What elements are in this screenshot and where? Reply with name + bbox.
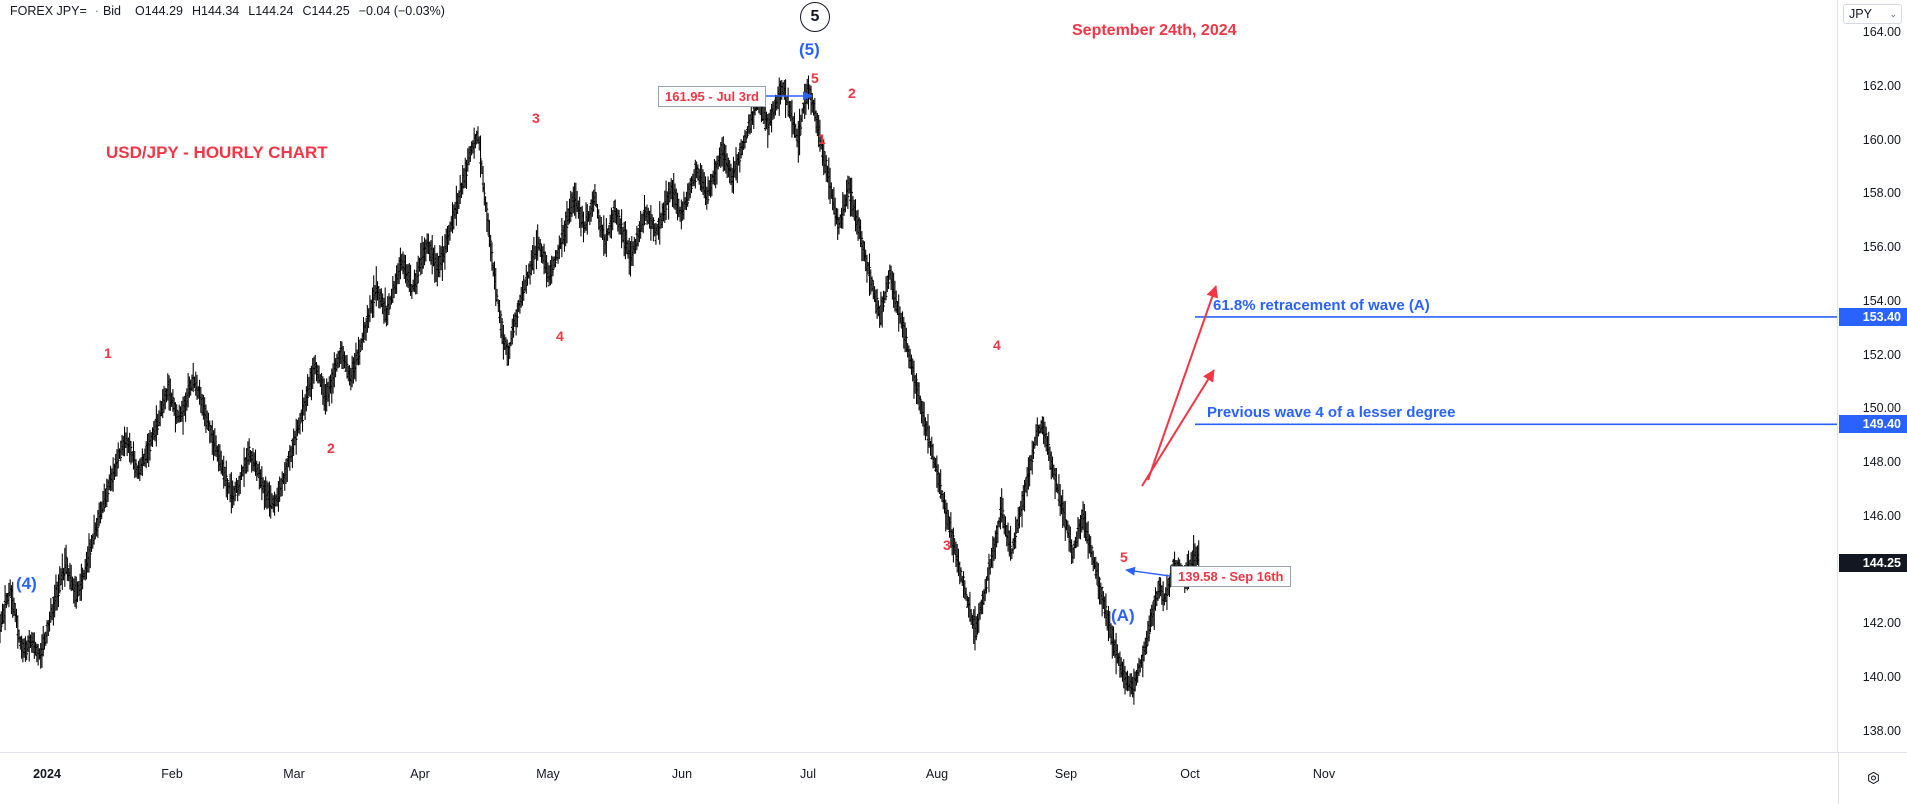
high-value: H144.34 [192, 4, 239, 18]
price-axis-tick: 146.00 [1862, 508, 1901, 523]
close-value: C144.25 [302, 4, 349, 18]
target-label-retracement-618: 61.8% retracement of wave (A) [1213, 296, 1430, 314]
price-axis-tick: 164.00 [1862, 25, 1901, 40]
time-axis-tick: Aug [925, 767, 949, 781]
time-axis-tick: Oct [1180, 767, 1200, 781]
circled-wave-label-5: 5 [800, 2, 830, 32]
price-axis-target-pill[interactable]: 153.40 [1839, 307, 1907, 326]
time-axis-tick: Jun [671, 767, 693, 781]
price-axis-target-pill[interactable]: 149.40 [1839, 415, 1907, 434]
time-axis-tick: Sep [1054, 767, 1078, 781]
price-axis[interactable]: 164.00 162.00 160.00 158.00 156.00 154.00 152.… [1837, 0, 1907, 752]
wave-label-5-minor: 5 [811, 70, 819, 86]
price-axis-tick: 142.00 [1862, 616, 1901, 631]
wave-label-4-minute: 4 [993, 337, 1001, 353]
price-axis-tick: 154.00 [1862, 293, 1901, 308]
price-series-svg [0, 75, 1838, 705]
price-axis-tick: 140.00 [1862, 669, 1901, 684]
time-axis-tick: Apr [410, 767, 430, 781]
price-chart-plot[interactable]: USD/JPY - HOURLY CHART September 24th, 20… [0, 0, 1838, 752]
price-axis-tick: 152.00 [1862, 347, 1901, 362]
close-key: C [302, 4, 312, 18]
high-key: H [191, 4, 202, 18]
symbol-label[interactable]: FOREX JPY= [10, 4, 87, 18]
wave-label-4-intermediate: (4) [16, 574, 37, 593]
arrow-to-149-40[interactable] [1141, 369, 1215, 487]
wave-label-5-minute: 5 [1120, 549, 1128, 565]
date-stamp: September 24th, 2024 [1072, 22, 1237, 39]
price-axis-tick: 138.00 [1862, 723, 1901, 738]
wave-label-2-minor: 2 [327, 440, 335, 456]
arrow-to-153-40[interactable] [1147, 285, 1218, 481]
price-axis-tick: 158.00 [1862, 186, 1901, 201]
wave-label-1-minute: 1 [818, 131, 826, 147]
wave-label-3-minute: 3 [943, 537, 951, 553]
settings-gear-icon [1868, 771, 1879, 785]
price-axis-tick: 162.00 [1862, 78, 1901, 93]
quote-bar: FOREX JPY= · Bid O144.29 H144.34 L144.24… [10, 4, 445, 18]
wave-label-4-minor: 4 [556, 328, 564, 344]
price-axis-tick: 160.00 [1862, 132, 1901, 147]
wave-label-2-minute: 2 [848, 85, 856, 101]
open-number: 144.29 [144, 4, 183, 18]
time-axis-tick: Jul [800, 767, 816, 781]
time-axis[interactable]: 2024 Feb Mar Apr May Jun Jul Aug Sep Oct Nov [0, 752, 1838, 804]
axis-settings-corner[interactable] [1838, 752, 1907, 804]
price-axis-tick: 156.00 [1862, 240, 1901, 255]
time-axis-tick: 2024 [33, 767, 61, 781]
price-axis-tick: 148.00 [1862, 454, 1901, 469]
close-number: 144.25 [311, 4, 350, 18]
currency-selector[interactable]: JPY ⌄ [1843, 4, 1902, 24]
currency-label: JPY [1849, 7, 1872, 21]
time-axis-tick: Nov [1312, 767, 1336, 781]
low-value: L144.24 [248, 4, 293, 18]
time-axis-tick: May [536, 767, 560, 781]
callout-high-price[interactable]: 161.95 - Jul 3rd [658, 86, 766, 107]
page-title: USD/JPY - HOURLY CHART [106, 143, 328, 162]
callout-low-leader [1125, 566, 1171, 577]
wave-label-1-minor: 1 [104, 345, 112, 361]
wave-label-A-intermediate: (A) [1111, 606, 1135, 625]
price-axis-last-price-pill[interactable]: 144.25 [1839, 553, 1907, 572]
wave-label-3-minor: 3 [532, 110, 540, 126]
chevron-down-icon: ⌄ [1889, 8, 1897, 19]
callout-low-price[interactable]: 139.58 - Sep 16th [1171, 566, 1291, 587]
low-number: 144.24 [255, 4, 294, 18]
quote-side-label: Bid [102, 4, 122, 18]
wave-label-5-intermediate: (5) [799, 40, 820, 59]
high-number: 144.34 [201, 4, 240, 18]
separator-dot: · [94, 4, 99, 18]
change-value: −0.04 (−0.03%) [358, 4, 445, 18]
time-axis-tick: Feb [161, 767, 183, 781]
open-value: O144.29 [135, 4, 183, 18]
price-bars [0, 75, 1201, 705]
target-label-previous-wave-4: Previous wave 4 of a lesser degree [1207, 404, 1456, 422]
price-axis-tick: 150.00 [1862, 401, 1901, 416]
open-key: O [135, 4, 145, 18]
time-axis-tick: Mar [283, 767, 305, 781]
low-key: L [248, 4, 256, 18]
